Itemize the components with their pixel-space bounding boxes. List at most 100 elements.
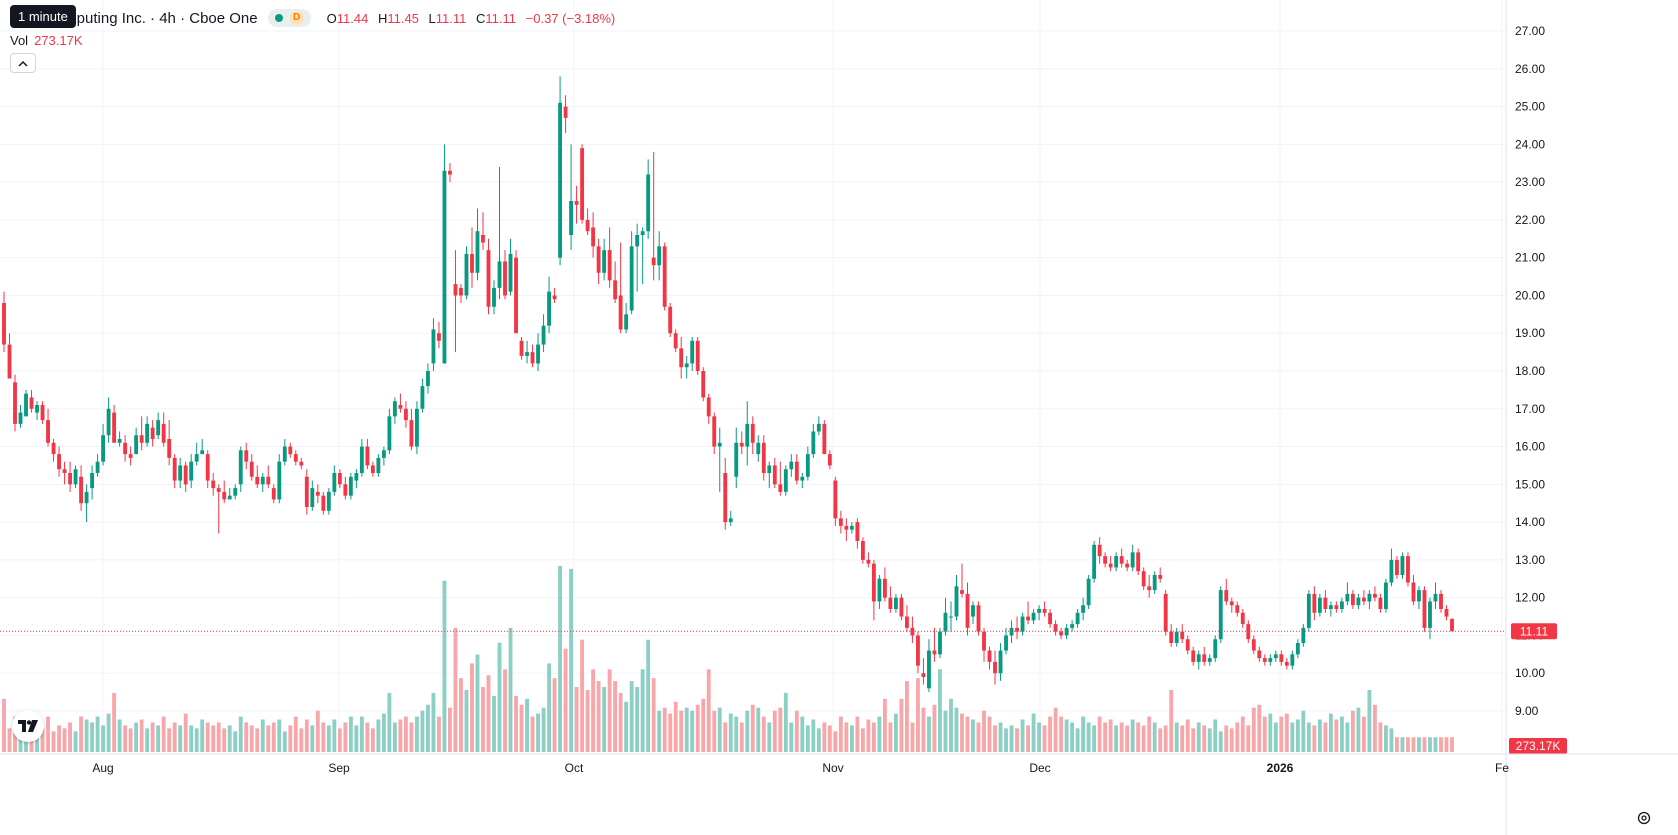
candle-body xyxy=(354,473,359,481)
candle-body xyxy=(1317,597,1322,613)
candle-body xyxy=(409,420,414,447)
candle-body xyxy=(772,465,777,485)
volume-bar xyxy=(40,728,45,752)
candle-body xyxy=(1207,658,1212,662)
candle-body xyxy=(1081,605,1086,613)
symbol-title[interactable]: um Computing Inc. · 4h · Cboe One xyxy=(20,9,258,27)
volume-bar xyxy=(1196,722,1201,752)
volume-bar xyxy=(277,719,282,752)
candle-body xyxy=(255,476,260,485)
volume-bar xyxy=(993,725,997,752)
volume-bar xyxy=(370,728,375,752)
volume-bar xyxy=(73,731,78,752)
price-tick-label: 12.00 xyxy=(1515,591,1545,605)
volume-bar xyxy=(288,725,293,752)
volume-bar xyxy=(7,728,12,752)
volume-bar xyxy=(1334,719,1339,752)
candle-body xyxy=(172,457,177,481)
candle-body xyxy=(271,488,276,500)
candle-body xyxy=(167,439,172,458)
volume-bar xyxy=(514,695,518,752)
time-axis: Aug Sep Oct Nov Dec 2026 Fe xyxy=(0,753,1678,775)
volume-bar xyxy=(1059,716,1064,752)
candle-body xyxy=(756,442,761,455)
volume-bar xyxy=(1015,728,1019,752)
price-tick-label: 9.00 xyxy=(1515,704,1539,718)
candle-body xyxy=(387,416,392,451)
candle-body xyxy=(635,235,640,247)
candle-body xyxy=(123,442,128,455)
time-tick-label: Dec xyxy=(1029,761,1050,775)
volume-bar xyxy=(464,689,469,752)
candle-body xyxy=(618,295,623,330)
candle-body xyxy=(662,246,667,307)
tradingview-logo-icon[interactable] xyxy=(12,710,44,742)
candle-body xyxy=(624,314,629,330)
candle-body xyxy=(1433,593,1438,602)
volume-bar xyxy=(541,707,546,752)
time-tick-label: Oct xyxy=(565,761,584,775)
volume-bar xyxy=(376,719,381,752)
volume-bar xyxy=(971,719,975,752)
volume-bar xyxy=(481,687,485,752)
candle-body xyxy=(90,473,95,489)
volume-bar xyxy=(1323,722,1328,752)
candle-body xyxy=(558,102,563,258)
volume-bar xyxy=(442,580,447,752)
settings-gear-icon[interactable] xyxy=(1636,810,1652,826)
candle-body xyxy=(585,219,590,232)
volume-bar xyxy=(519,704,524,752)
candle-body xyxy=(1345,593,1350,602)
candle-body xyxy=(827,454,832,466)
volume-bar xyxy=(618,692,623,752)
candle-body xyxy=(519,340,524,356)
volume-bar xyxy=(910,722,915,752)
candle-body xyxy=(860,541,865,560)
candle-body xyxy=(381,450,386,458)
candle-body xyxy=(613,280,618,300)
collapse-legend-button[interactable] xyxy=(10,53,36,73)
volume-bar xyxy=(1284,713,1289,752)
volume-bar xyxy=(134,722,139,752)
candle-body xyxy=(337,473,342,485)
candle-body xyxy=(591,227,596,247)
candle-body xyxy=(470,253,474,273)
price-tick-label: 22.00 xyxy=(1515,213,1545,227)
candle-body xyxy=(13,382,17,424)
volume-bar xyxy=(79,716,84,752)
volume-bar xyxy=(706,669,711,752)
candle-body xyxy=(503,261,507,296)
volume-bar xyxy=(1053,707,1058,752)
low-value: 11.11 xyxy=(435,10,467,26)
volume-bar xyxy=(558,565,563,752)
volume-bar xyxy=(475,654,480,752)
volume-bar xyxy=(1433,737,1438,752)
candle-body xyxy=(1295,643,1300,655)
candle-body xyxy=(1020,616,1025,632)
candle-body xyxy=(1163,593,1168,632)
volume-bar xyxy=(1130,719,1135,752)
candle-body xyxy=(882,578,887,598)
volume-legend: Vol 273.17K xyxy=(10,33,83,48)
volume-bar xyxy=(415,716,419,752)
volume-bar xyxy=(1395,737,1399,752)
volume-bar xyxy=(1081,716,1086,752)
volume-bar xyxy=(310,725,315,752)
volume-bar xyxy=(1185,719,1190,752)
candle-body xyxy=(1004,635,1008,651)
candle-body xyxy=(899,597,904,617)
volume-bar xyxy=(552,678,557,752)
volume-bar xyxy=(321,722,326,752)
volume-bar xyxy=(756,707,761,752)
volume-bar xyxy=(1037,722,1041,752)
volume-bar xyxy=(800,716,805,752)
candle-body xyxy=(1185,639,1190,651)
candle-body xyxy=(304,476,309,507)
candle-body xyxy=(211,480,216,489)
volume-bar xyxy=(1152,722,1157,752)
market-status-badge[interactable]: D xyxy=(267,9,311,27)
volume-bar xyxy=(1312,725,1317,752)
candle-body xyxy=(1268,658,1273,662)
volume-bar xyxy=(271,722,276,752)
